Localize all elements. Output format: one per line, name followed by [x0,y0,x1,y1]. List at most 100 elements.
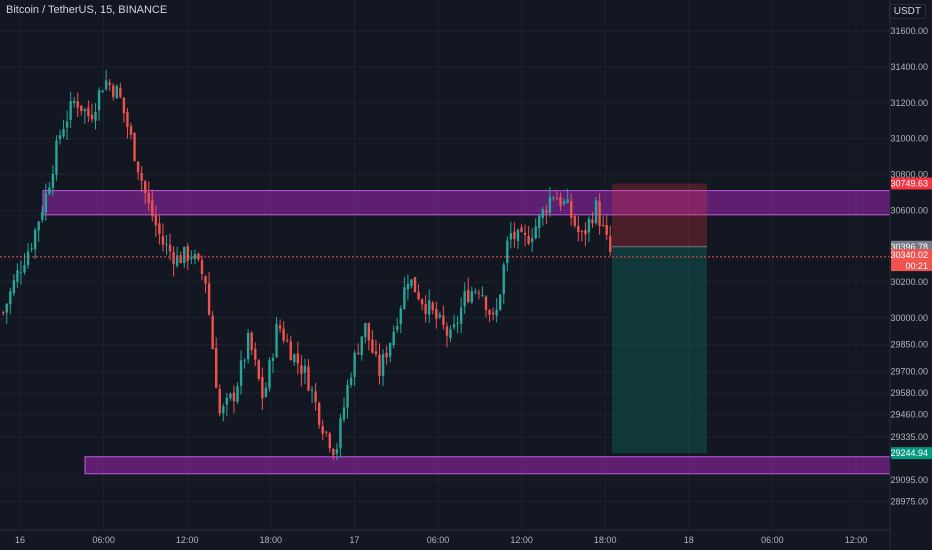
time-tick-label: 06:00 [92,535,115,545]
time-tick-label: 17 [349,535,359,545]
candle-body [87,107,90,117]
price-tick-label: 30000.00 [890,313,928,323]
candle-body [41,212,44,220]
candle-body [499,294,502,310]
candle-body [346,384,349,408]
take-profit-area [612,246,707,454]
target-price-tag [891,447,932,460]
price-tick-label: 29850.00 [890,340,928,350]
candle-body [523,232,527,235]
price-zones [42,190,891,475]
candle-body [51,173,55,188]
candle-body [16,270,19,282]
candle-body [392,331,395,346]
candle-body [69,100,72,120]
candle-body [250,332,253,351]
position-tool[interactable] [612,183,707,454]
candle-body [591,219,594,224]
price-tick-label: 30800.00 [890,169,928,179]
zone-rectangle [42,190,891,216]
candle-body [530,238,534,243]
candle-body [328,433,331,449]
time-tick-label: 06:00 [761,535,784,545]
time-tick-label: 18:00 [260,535,283,545]
candle-body [243,359,246,361]
candle-body [456,322,459,324]
candle-body [584,230,587,235]
candle-body [83,109,87,112]
candle-body [431,302,434,311]
candle-body [268,360,271,389]
candle-body [90,114,94,120]
price-axis[interactable]: 31600.00 31400.00 31200.00 31000.00 30800.00… [889,0,928,550]
candle-body [62,129,65,137]
candle-body [129,126,133,135]
candle-body [165,244,168,246]
candle-body [229,393,232,399]
candle-body [598,201,601,227]
candle-body [23,265,26,273]
candle-body [474,291,477,293]
candle-body [587,218,591,233]
stop-price-tag-text: 30749.63 [890,179,928,189]
candle-body [413,277,417,293]
currency-label[interactable]: USDT [888,4,926,19]
candle-body [577,226,580,233]
time-axis[interactable]: 16 06:00 12:00 18:00 17 06:00 12:00 18:00 18 06:0… [0,529,890,545]
candle-body [310,389,314,391]
candle-body [136,161,140,173]
candle-body [573,216,576,226]
candle-body [12,280,16,294]
candle-body [495,309,498,316]
candle-body [97,90,101,111]
time-tick-label: 18:00 [594,535,617,545]
candle-body [335,449,339,454]
candle-body [115,86,118,99]
candle-body [459,307,463,324]
candle-body [566,199,569,203]
symbol-title[interactable]: Bitcoin / TetherUS, 15, BINANCE [6,4,168,16]
candle-body [186,246,189,261]
candle-body [37,221,40,231]
candle-body [300,365,303,374]
candles [2,69,612,461]
candle-body [520,227,523,232]
candle-body [428,300,431,315]
price-tick-label: 31400.00 [890,62,928,72]
candle-body [122,97,126,114]
price-tick-label: 28975.00 [890,497,928,507]
time-tick-label: 12:00 [176,535,199,545]
stop-loss-area [612,183,707,247]
candle-body [239,360,243,386]
candle-body [364,323,367,338]
candle-body [278,325,282,329]
candle-body [282,328,285,341]
candle-body [410,279,413,287]
time-tick-label: 12:00 [845,535,868,545]
price-tick-label: 29580.00 [890,388,928,398]
candle-body [552,197,555,199]
candle-body [449,329,452,338]
candle-body [467,289,470,303]
candle-body [516,229,520,242]
candle-body [420,299,424,305]
candle-body [144,181,147,193]
candle-body [264,387,268,397]
candle-body [349,377,353,386]
candle-body [342,407,346,420]
candle-body [158,223,161,235]
candle-body [94,112,97,121]
candle-body [399,308,402,325]
candle-body [353,352,356,377]
candle-body [452,324,456,328]
target-price-tag-text: 29244.94 [890,448,928,458]
candle-body [261,376,264,399]
candle-body [5,303,8,313]
candle-body [197,253,200,260]
candle-body [211,315,214,350]
candle-body [154,215,158,226]
candle-body [357,352,360,355]
candle-body [73,100,76,104]
